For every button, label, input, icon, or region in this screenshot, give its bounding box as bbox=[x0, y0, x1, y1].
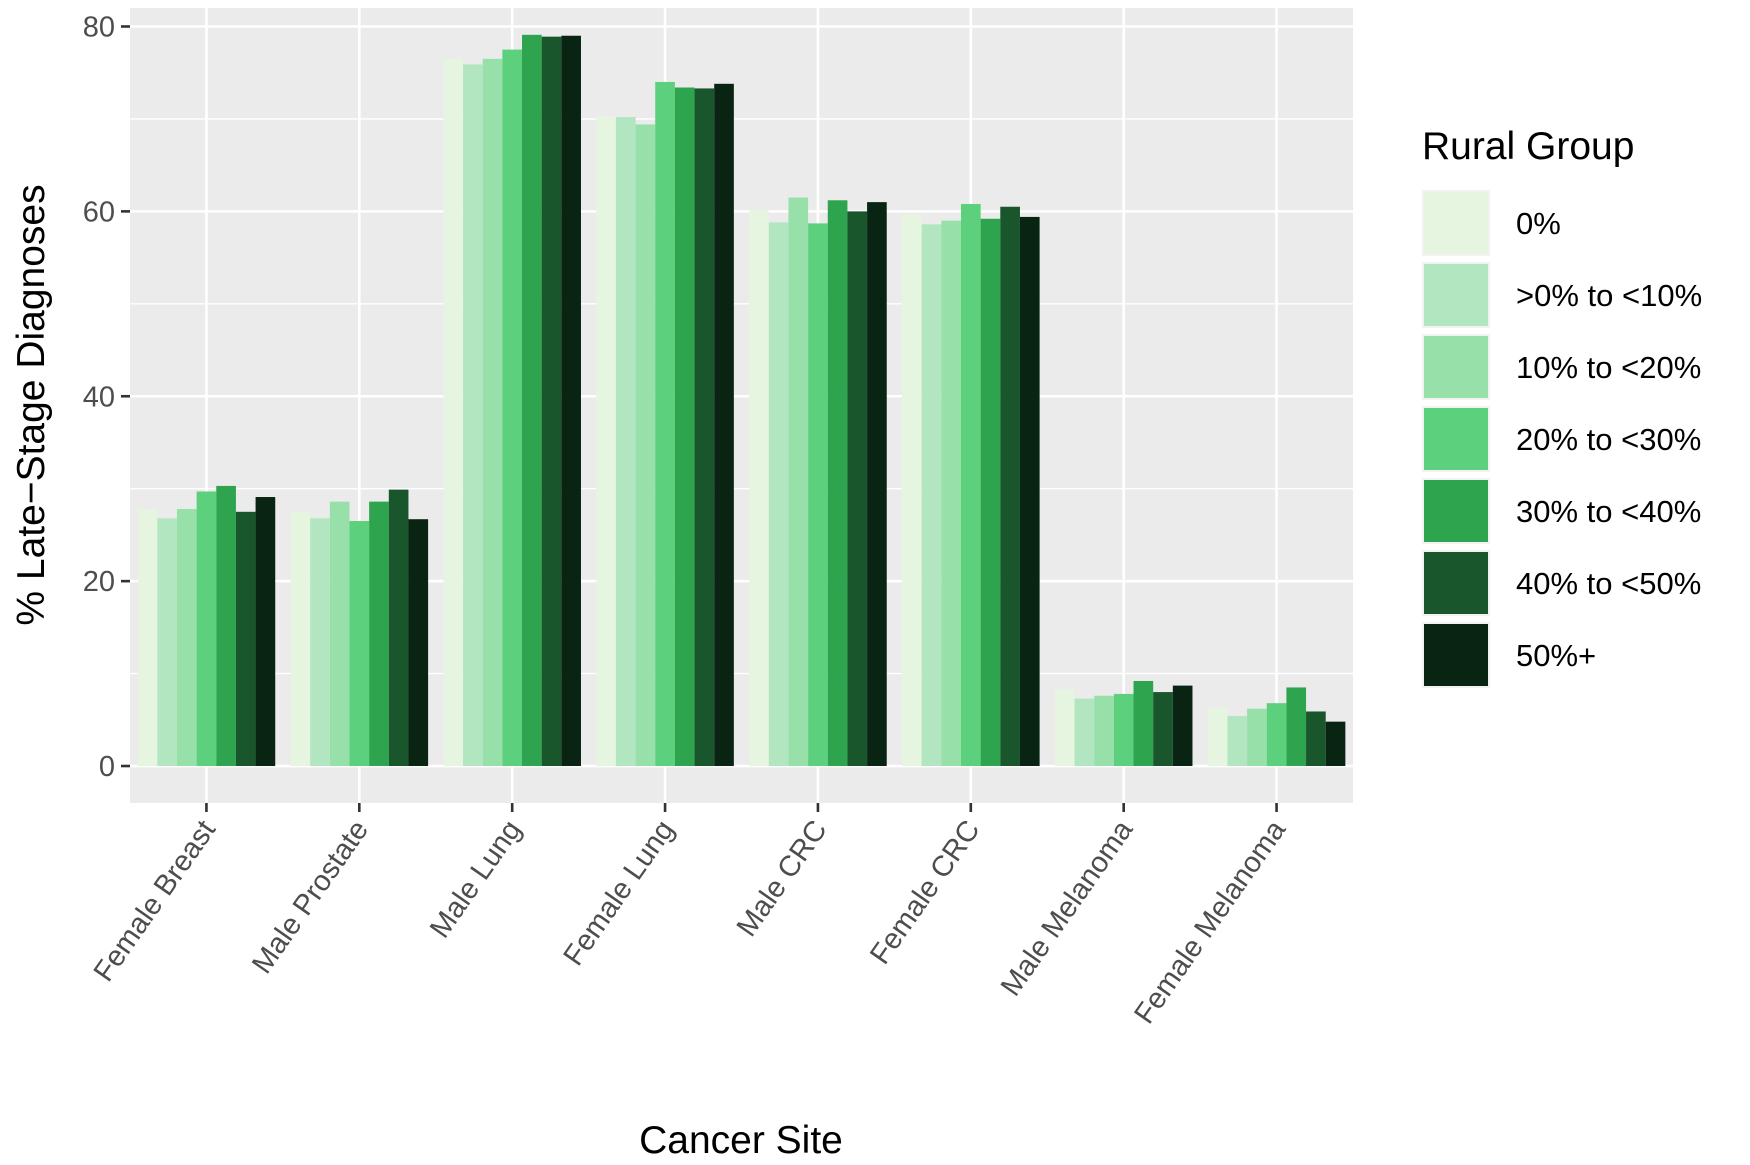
bar bbox=[1054, 689, 1075, 767]
bar bbox=[1207, 707, 1228, 767]
legend-swatch bbox=[1424, 192, 1488, 254]
bar bbox=[1094, 695, 1114, 767]
bar bbox=[1286, 687, 1307, 767]
bar bbox=[329, 501, 350, 767]
x-axis-title: Cancer Site bbox=[639, 1119, 843, 1162]
bar bbox=[1019, 216, 1040, 767]
bar bbox=[541, 36, 562, 767]
bar bbox=[157, 518, 177, 767]
bar bbox=[615, 117, 636, 767]
bar bbox=[1133, 680, 1154, 767]
bar bbox=[808, 223, 828, 767]
bar bbox=[369, 501, 389, 767]
bar bbox=[1266, 703, 1287, 767]
legend-label: 20% to <30% bbox=[1516, 422, 1701, 457]
bar bbox=[1074, 698, 1095, 767]
bar bbox=[635, 124, 656, 767]
bar bbox=[463, 64, 483, 767]
bar bbox=[310, 518, 330, 767]
bar bbox=[522, 34, 542, 767]
x-tick-label: Male Lung bbox=[424, 815, 528, 944]
x-axis: Female Breast Male Prostate Male Lung Femal… bbox=[88, 803, 1293, 1030]
bar bbox=[1306, 711, 1326, 767]
bar bbox=[1000, 206, 1020, 767]
x-tick-label: Male CRC bbox=[731, 815, 834, 943]
y-tick-label: 60 bbox=[83, 196, 115, 228]
bar bbox=[1153, 692, 1173, 767]
bars bbox=[137, 34, 1346, 767]
legend-label: 10% to <20% bbox=[1516, 350, 1701, 385]
y-axis: 0 20 40 60 80 bbox=[83, 11, 130, 783]
x-tick-label: Female Melanoma bbox=[1128, 814, 1292, 1030]
bar bbox=[502, 49, 523, 767]
bar bbox=[408, 519, 429, 767]
bar bbox=[960, 203, 981, 767]
legend-swatch bbox=[1424, 336, 1488, 398]
bar bbox=[788, 197, 809, 767]
legend-swatch bbox=[1424, 552, 1488, 614]
bar bbox=[847, 211, 868, 767]
bar bbox=[235, 511, 256, 767]
bar bbox=[768, 222, 789, 767]
bar bbox=[443, 58, 464, 767]
bar bbox=[1247, 708, 1267, 767]
legend-label: >0% to <10% bbox=[1516, 278, 1702, 313]
legend-swatch bbox=[1424, 480, 1488, 542]
legend-swatch bbox=[1424, 264, 1488, 326]
bar bbox=[561, 35, 581, 767]
bar bbox=[655, 81, 675, 767]
legend-swatch bbox=[1424, 408, 1488, 470]
legend-label: 30% to <40% bbox=[1516, 494, 1701, 529]
legend-label: 0% bbox=[1516, 206, 1561, 241]
bar bbox=[216, 485, 236, 767]
bar bbox=[867, 202, 887, 767]
bar bbox=[196, 491, 217, 767]
bar bbox=[255, 497, 276, 767]
bar bbox=[694, 88, 715, 767]
bar bbox=[749, 209, 769, 767]
legend-items: 0% >0% to <10% 10% to <20% 20% to <30% 30% t… bbox=[1422, 190, 1702, 688]
bar bbox=[921, 224, 942, 767]
bar bbox=[596, 116, 616, 767]
bar bbox=[1325, 721, 1346, 767]
bar bbox=[137, 509, 158, 767]
y-tick-label: 80 bbox=[83, 11, 115, 43]
bar bbox=[941, 220, 961, 767]
y-axis-title: % Late−Stage Diagnoses bbox=[10, 184, 53, 625]
x-tick-label: Female CRC bbox=[864, 815, 986, 971]
bar bbox=[176, 509, 197, 767]
y-tick-label: 20 bbox=[83, 566, 115, 598]
y-tick-label: 0 bbox=[99, 751, 115, 783]
bar bbox=[1113, 693, 1134, 767]
bar bbox=[1172, 685, 1193, 767]
x-tick-label: Female Lung bbox=[557, 815, 680, 972]
x-tick-label: Female Breast bbox=[88, 815, 222, 988]
legend-swatch bbox=[1424, 624, 1488, 686]
legend-label: 40% to <50% bbox=[1516, 566, 1701, 601]
bar bbox=[714, 83, 734, 767]
y-tick-label: 40 bbox=[83, 381, 115, 413]
bar bbox=[980, 218, 1001, 767]
bar bbox=[482, 58, 503, 767]
bar bbox=[349, 521, 370, 767]
bar bbox=[827, 200, 848, 767]
x-tick-label: Male Prostate bbox=[246, 815, 375, 980]
bar bbox=[388, 489, 409, 767]
legend-label: 50%+ bbox=[1516, 638, 1596, 673]
legend: Rural Group 0% >0% to <10% 10% to <20% 20% … bbox=[1422, 125, 1702, 688]
x-tick-label: Male Melanoma bbox=[995, 814, 1140, 1002]
legend-title: Rural Group bbox=[1422, 125, 1634, 168]
bar bbox=[674, 87, 695, 767]
bar bbox=[902, 214, 922, 767]
bar bbox=[1227, 716, 1248, 767]
bar bbox=[290, 511, 311, 767]
